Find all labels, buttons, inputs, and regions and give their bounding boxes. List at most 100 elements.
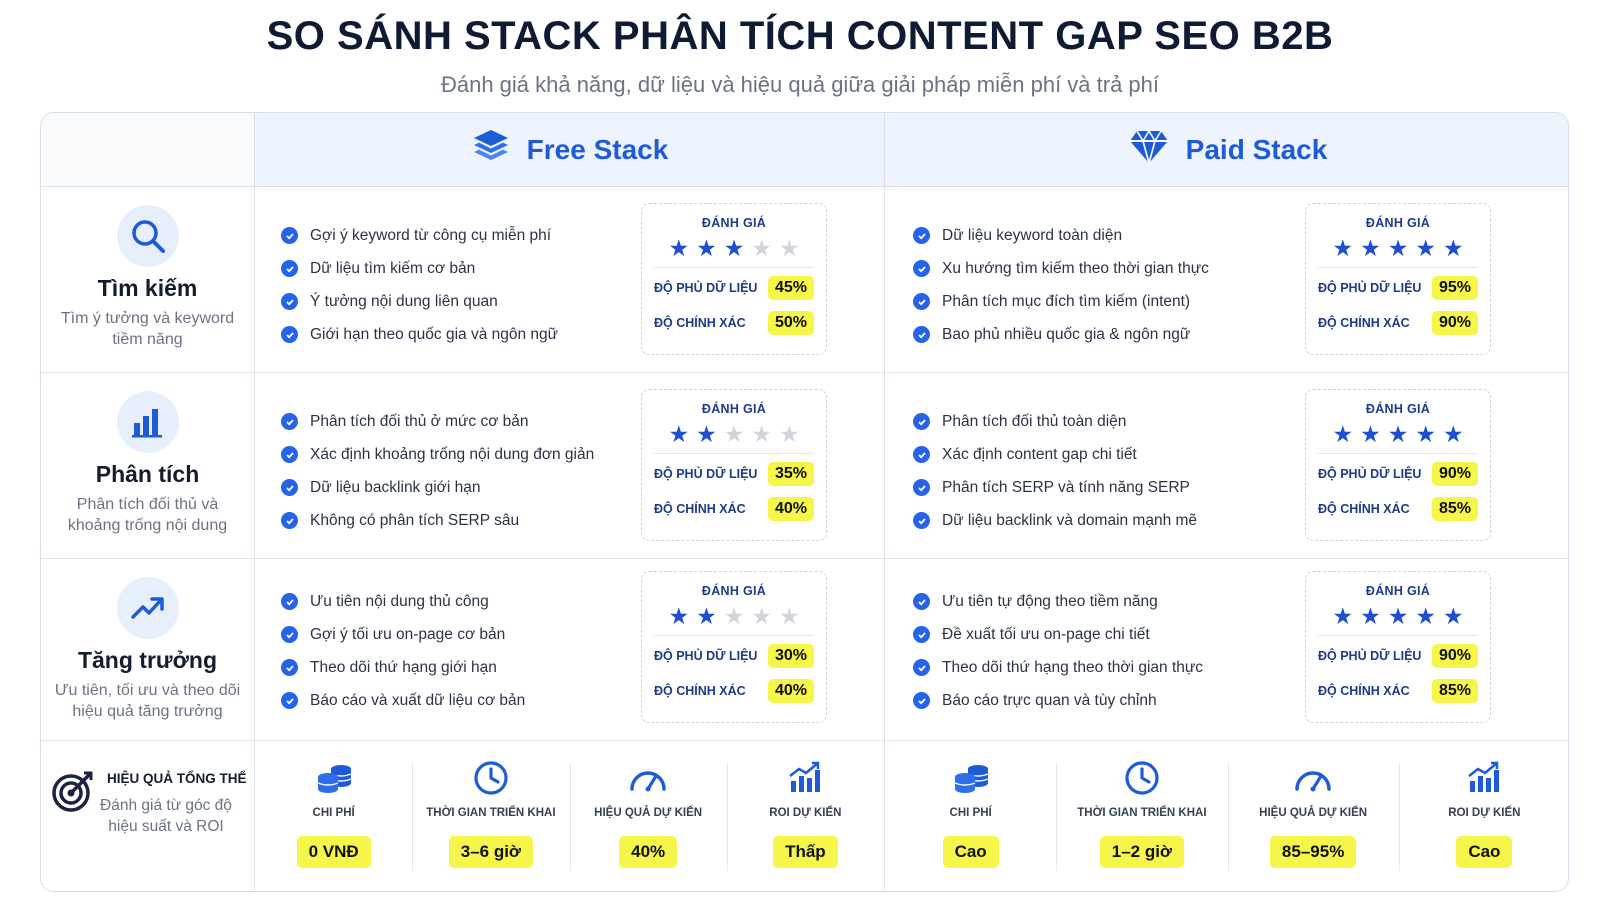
free-pane: Ưu tiên nội dung thủ công Gợi ý tối ưu o… — [255, 559, 885, 740]
coverage-label: ĐỘ PHỦ DỮ LIỆU — [1318, 648, 1422, 663]
effectiveness-title: HIỆU QUẢ TỔNG THỂ — [107, 771, 247, 786]
feature-item: Báo cáo trực quan và tùy chỉnh — [913, 684, 1203, 717]
target-icon — [51, 769, 95, 818]
feature-item: Ưu tiên tự động theo tiềm năng — [913, 585, 1203, 618]
check-icon — [913, 260, 930, 277]
effect-item-cost: CHI PHÍ 0 VNĐ — [255, 741, 412, 891]
star-filled-icon: ★ — [1387, 603, 1409, 629]
accuracy-value: 40% — [767, 678, 814, 703]
row-label: Phân tích Phân tích đối thủ và khoảng tr… — [41, 373, 255, 558]
effect-item-time: THỜI GIAN TRIỂN KHAI 3–6 giờ — [412, 741, 569, 891]
row-title: Tìm kiếm — [97, 275, 198, 301]
feature-list: Phân tích đối thủ toàn diện Xác định con… — [913, 405, 1197, 537]
star-rating: ★ ★ ★ ★ ★ — [1306, 603, 1490, 629]
layers-icon — [471, 127, 511, 172]
star-filled-icon: ★ — [668, 235, 690, 261]
star-rating: ★ ★ ★ ★ ★ — [642, 235, 826, 261]
gauge-icon — [570, 759, 727, 797]
feature-list: Ưu tiên tự động theo tiềm năng Đề xuất t… — [913, 585, 1203, 717]
effect-item-cost: CHI PHÍ Cao — [885, 741, 1056, 891]
effect-label: ROI DỰ KIẾN — [769, 807, 842, 819]
accuracy-value: 85% — [1431, 678, 1478, 703]
star-empty-icon: ★ — [778, 603, 800, 629]
free-pane: Phân tích đối thủ ở mức cơ bản Xác định … — [255, 373, 885, 558]
coverage-label: ĐỘ PHỦ DỮ LIỆU — [654, 648, 758, 663]
paid-stack-label: Paid Stack — [1185, 133, 1328, 165]
effect-value: Cao — [942, 836, 999, 868]
star-filled-icon: ★ — [1332, 603, 1354, 629]
paid-effectiveness: CHI PHÍ Cao THỜI GIAN TRIỂN KHAI 1–2 giờ… — [885, 741, 1568, 891]
star-empty-icon: ★ — [778, 421, 800, 447]
page-subtitle: Đánh giá khả năng, dữ liệu và hiệu quả g… — [440, 72, 1160, 97]
star-filled-icon: ★ — [696, 603, 717, 629]
star-filled-icon: ★ — [1387, 421, 1409, 447]
effect-label: CHI PHÍ — [949, 807, 992, 819]
check-icon — [281, 626, 298, 643]
bar-chart-icon — [116, 391, 179, 453]
effect-value: Thấp — [773, 836, 838, 868]
effect-label: CHI PHÍ — [312, 807, 355, 819]
check-icon — [913, 293, 930, 310]
effect-value: 3–6 giờ — [448, 836, 534, 868]
coins-icon — [885, 759, 1056, 797]
check-icon — [281, 293, 298, 310]
star-empty-icon: ★ — [723, 421, 745, 447]
feature-list: Dữ liệu keyword toàn diện Xu hướng tìm k… — [913, 219, 1209, 351]
coverage-label: ĐỘ PHỦ DỮ LIỆU — [1318, 280, 1422, 295]
rating-card: ĐÁNH GIÁ ★ ★ ★ ★ ★ ĐỘ PHỦ DỮ LIỆU 35% ĐỘ CHÍN… — [641, 389, 827, 541]
feature-item: Không có phân tích SERP sâu — [281, 504, 594, 537]
accuracy-label: ĐỘ CHÍNH XÁC — [654, 683, 746, 698]
search-icon — [116, 205, 179, 267]
star-filled-icon: ★ — [723, 235, 745, 261]
effect-value: 0 VNĐ — [296, 836, 371, 868]
effect-label: HIỆU QUẢ DỰ KIẾN — [1259, 807, 1368, 819]
accuracy-value: 50% — [767, 310, 814, 335]
star-empty-icon: ★ — [751, 235, 772, 261]
effect-label: THỜI GIAN TRIỂN KHAI — [1077, 807, 1207, 819]
free-pane: Gợi ý keyword từ công cụ miễn phí Dữ liệ… — [255, 187, 885, 372]
feature-item: Xu hướng tìm kiếm theo thời gian thực — [913, 252, 1209, 285]
star-filled-icon: ★ — [1415, 421, 1436, 447]
row-analysis: Phân tích Phân tích đối thủ và khoảng tr… — [41, 373, 1568, 559]
row-label: Tìm kiếm Tìm ý tưởng và keyword tiềm năn… — [41, 187, 255, 372]
rating-title: ĐÁNH GIÁ — [1365, 584, 1431, 598]
effect-label: HIỆU QUẢ DỰ KIẾN — [594, 807, 703, 819]
check-icon — [281, 446, 298, 463]
star-filled-icon: ★ — [668, 603, 690, 629]
coverage-value: 95% — [1431, 275, 1478, 300]
star-filled-icon: ★ — [668, 421, 690, 447]
feature-item: Ưu tiên nội dung thủ công — [281, 585, 525, 618]
free-effectiveness: CHI PHÍ 0 VNĐ THỜI GIAN TRIỂN KHAI 3–6 g… — [255, 741, 885, 891]
row-description: Tìm ý tưởng và keyword tiềm năng — [60, 310, 235, 348]
star-filled-icon: ★ — [1332, 235, 1354, 261]
star-filled-icon: ★ — [1387, 235, 1409, 261]
feature-item: Dữ liệu keyword toàn diện — [913, 219, 1209, 252]
coverage-label: ĐỘ PHỦ DỮ LIỆU — [654, 280, 758, 295]
star-filled-icon: ★ — [1415, 235, 1436, 261]
row-description: Phân tích đối thủ và khoảng trống nội du… — [67, 496, 228, 534]
check-icon — [913, 692, 930, 709]
feature-item: Dữ liệu backlink và domain mạnh mẽ — [913, 504, 1197, 537]
check-icon — [281, 659, 298, 676]
check-icon — [913, 659, 930, 676]
coverage-label: ĐỘ PHỦ DỮ LIỆU — [654, 466, 758, 481]
star-empty-icon: ★ — [723, 603, 745, 629]
header-corner — [41, 113, 255, 187]
feature-item: Báo cáo và xuất dữ liệu cơ bản — [281, 684, 525, 717]
row-title: Tăng trưởng — [77, 647, 218, 673]
star-rating: ★ ★ ★ ★ ★ — [1306, 235, 1490, 261]
feature-item: Gợi ý keyword từ công cụ miễn phí — [281, 219, 558, 252]
feature-item: Theo dõi thứ hạng giới hạn — [281, 651, 525, 684]
accuracy-value: 85% — [1431, 496, 1478, 521]
feature-item: Bao phủ nhiều quốc gia & ngôn ngữ — [913, 318, 1209, 351]
effectiveness-row: HIỆU QUẢ TỔNG THỂ Đánh giá từ góc độ hiệ… — [41, 741, 1568, 891]
star-rating: ★ ★ ★ ★ ★ — [642, 603, 826, 629]
feature-item: Xác định khoảng trống nội dung đơn giản — [281, 438, 594, 471]
row-title: Phân tích — [95, 461, 200, 487]
coverage-value: 90% — [1431, 461, 1478, 486]
paid-pane: Ưu tiên tự động theo tiềm năng Đề xuất t… — [885, 559, 1568, 740]
check-icon — [281, 413, 298, 430]
effect-item-roi: ROI DỰ KIẾN Thấp — [726, 741, 884, 891]
effect-item-time: THỜI GIAN TRIỂN KHAI 1–2 giờ — [1056, 741, 1227, 891]
rating-title: ĐÁNH GIÁ — [1365, 402, 1431, 416]
